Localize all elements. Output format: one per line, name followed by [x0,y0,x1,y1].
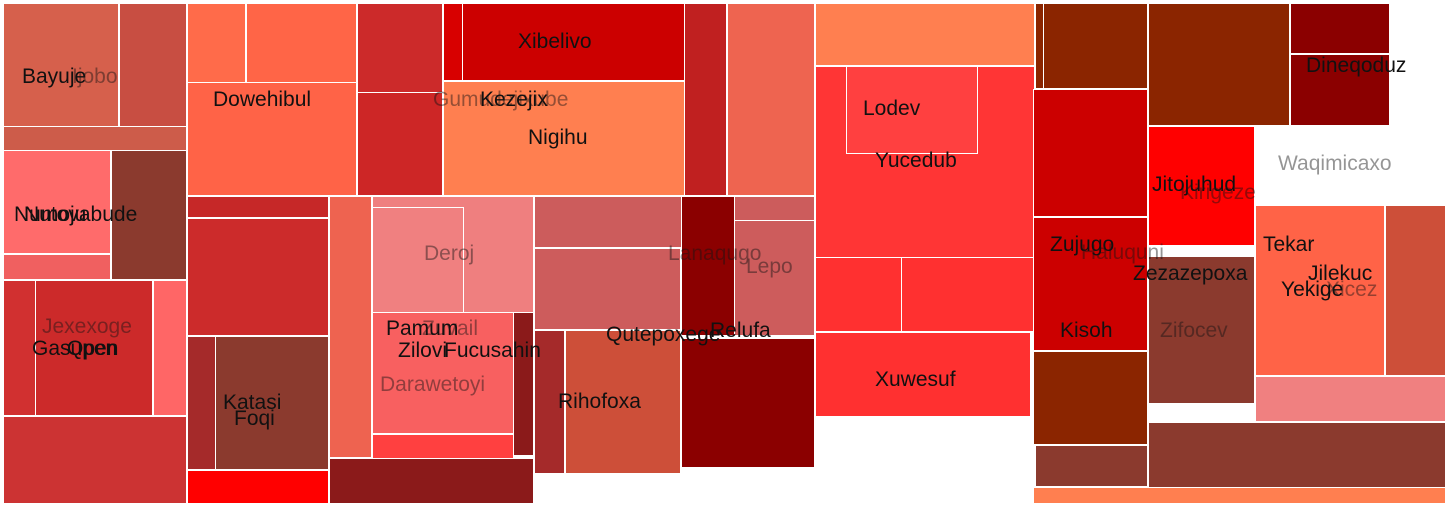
treemap-cell [565,330,681,474]
treemap-label: Gumudejixube [433,88,569,111]
treemap-label: Zuvail [422,317,479,340]
treemap-cell [372,207,464,314]
treemap-label: Deroj [424,242,475,265]
treemap-label: Jitojuhud [1152,173,1237,196]
treemap-label: Lepo [746,255,793,278]
treemap-label: Relufa [710,319,771,342]
treemap-cell [1033,217,1148,351]
treemap-label: Foqi [234,407,275,430]
treemap-cell [111,150,187,280]
treemap-cell [815,257,902,332]
treemap-cell [3,3,119,127]
treemap-label: Kisoh [1060,319,1113,342]
treemap-cell [846,66,978,154]
treemap-label: Dowehibul [213,88,312,111]
treemap-label: Pamum [386,317,459,340]
treemap-label: Zifocev [1160,319,1228,342]
treemap-cell [1255,205,1385,376]
treemap-cell [3,280,36,416]
treemap-cell [119,3,187,127]
treemap-label: Lodev [863,97,921,120]
treemap-cell [1255,376,1446,422]
treemap-cell [153,280,187,416]
treemap-label: Zujugo [1050,233,1115,256]
treemap-cell [3,254,111,280]
treemap-label: Kirigeze [1180,181,1256,204]
treemap-cell [1290,3,1390,54]
treemap-label: Xibelivo [518,30,592,53]
treemap-cell [187,470,329,504]
treemap-label: Haluquni [1081,241,1164,264]
treemap-label: Nutovabude [24,203,138,226]
treemap-cell [372,312,514,434]
treemap-cell [187,218,329,336]
treemap-cell [681,338,815,468]
treemap-cell [815,332,1031,417]
treemap-cell [815,3,1035,66]
treemap-cell [534,248,681,330]
treemap-label: Zilovi [398,339,448,362]
treemap-label: Gasupen [32,337,118,360]
treemap-label: Dineqoduz [1306,54,1407,77]
treemap-cell [329,196,372,458]
treemap-cell [534,330,565,474]
treemap-cell [3,150,111,254]
treemap-cell [1385,205,1446,376]
treemap-cell [1035,445,1148,487]
treemap-cell [3,416,187,504]
treemap-label: Numoju [14,203,87,226]
treemap-cell [443,81,685,196]
treemap-cell [901,257,1035,332]
treemap-label: Yekige [1281,278,1344,301]
treemap-cell [462,3,685,81]
treemap-cell [329,458,534,504]
treemap-cell [683,3,727,196]
treemap-cell [1148,256,1255,404]
treemap-cell [187,196,329,218]
treemap-label: Qpen [67,337,119,360]
treemap-label: Xicez [1326,278,1378,301]
treemap-label: Darawetoyi [380,373,486,396]
treemap-cell [1043,3,1148,89]
treemap-cell [372,434,514,460]
treemap-label: Ijobo [72,65,118,88]
treemap-label: Waqimicaxo [1278,152,1392,175]
treemap-cell [1290,54,1390,126]
treemap-label: Lanaqugo [668,242,762,265]
treemap-cell [681,196,735,336]
treemap-cell [215,336,329,470]
treemap-label: Rihofoxa [558,390,641,413]
treemap-label: Zezazepoxa [1133,262,1248,285]
treemap-label: Fucusahin [444,339,541,362]
treemap-cell [513,312,534,456]
treemap-cell [1148,3,1290,126]
treemap-cell [1033,351,1148,445]
treemap-label: Bayuje [22,65,87,88]
treemap-cell [1148,126,1255,246]
treemap-cell [734,220,815,336]
treemap-label: Kezejix [480,88,548,111]
treemap-label: Qutepoxege [606,323,721,346]
treemap-cell [1033,89,1148,217]
treemap-label: Jexexoge [42,315,132,338]
treemap-label: Jilekuc [1308,262,1373,285]
treemap-cell [246,3,357,83]
treemap-cell [357,3,443,93]
treemap-cell [1033,487,1446,504]
treemap-label: Katasi [223,391,282,414]
treemap-label: Nigihu [528,126,588,149]
treemap-label: Yucedub [875,149,957,172]
treemap-label: Xuwesuf [875,368,956,391]
treemap-cell [187,3,246,83]
treemap-label: Tekar [1263,233,1315,256]
treemap-cell [727,3,815,196]
